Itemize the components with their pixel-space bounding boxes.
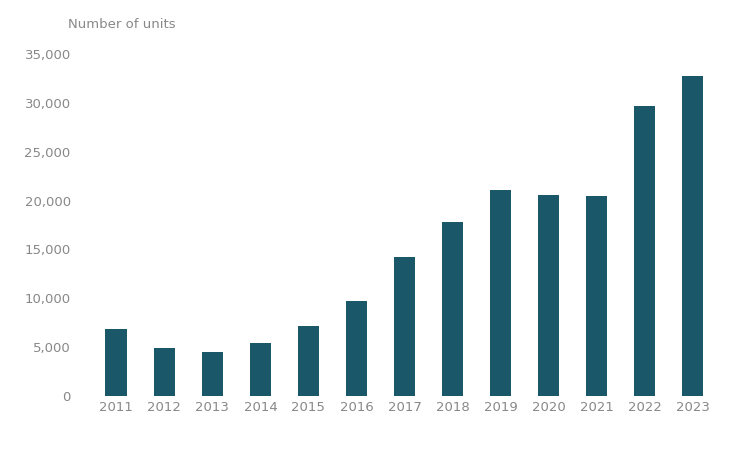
- Bar: [153, 348, 175, 396]
- Bar: [298, 326, 319, 396]
- Bar: [634, 106, 655, 396]
- Bar: [106, 328, 127, 396]
- Bar: [682, 76, 703, 396]
- Bar: [345, 301, 367, 396]
- Bar: [586, 196, 607, 396]
- Bar: [394, 257, 415, 396]
- Text: Number of units: Number of units: [68, 18, 175, 32]
- Bar: [202, 352, 223, 396]
- Bar: [538, 195, 559, 396]
- Bar: [442, 222, 463, 396]
- Bar: [490, 190, 511, 396]
- Bar: [249, 343, 271, 396]
